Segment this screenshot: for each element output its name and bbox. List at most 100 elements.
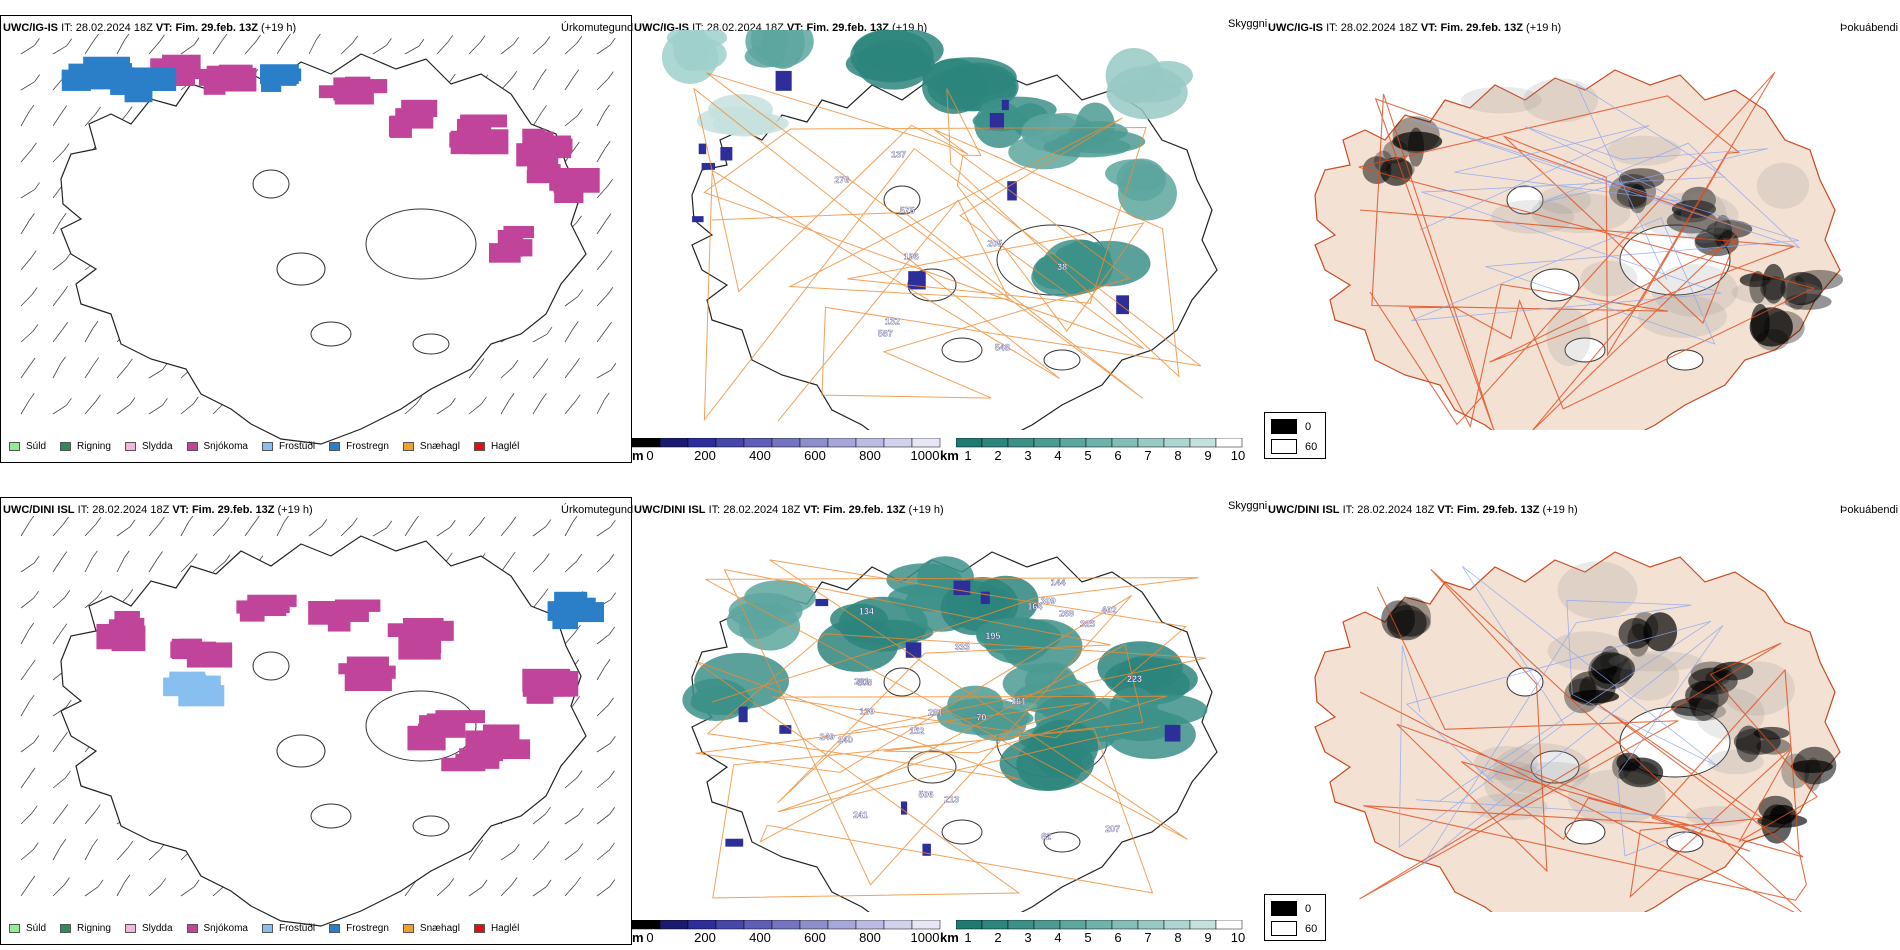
wind-barb [468,523,481,537]
low-visibility-cell [953,580,971,596]
wind-barb [564,850,579,861]
wind-barb [20,882,31,897]
wind-barb [84,401,96,415]
visibility-value-label: 333 [955,642,970,652]
fog-haze [1547,631,1629,671]
visibility-value-label: 249 [819,732,834,742]
wind-barb [84,40,95,55]
low-visibility-cell [725,838,744,847]
fog-haze [1756,162,1810,209]
precip-cell [314,608,358,621]
visibility-value-label: 506 [918,789,933,799]
fog-panel [1300,512,1900,912]
road-network [694,559,1206,899]
wind-barb [20,45,35,55]
fog-legend-item: 60 [1271,439,1317,454]
visibility-cell [744,580,816,615]
wind-barb [148,41,160,55]
colorbar-bin [771,438,801,448]
colorbar-tick-label: 6 [1114,930,1122,945]
colorbar-bin [855,438,885,448]
header-it-value: 28.02.2024 18Z [75,22,153,34]
legend-swatch [1271,901,1297,916]
fog-cell [1618,618,1653,649]
legend-swatch [124,924,136,933]
legend-label: Frostúði [278,923,316,934]
legend-swatch [1271,419,1297,434]
precip-cell [504,239,533,257]
legend-label: Frostúði [278,441,316,452]
wind-barb [564,328,574,343]
header-model: UWC/IG-IS [1268,22,1323,34]
visibility-value-label: 70 [976,713,986,723]
precip-legend-item: Snjókoma [186,441,248,452]
low-visibility-cell [698,143,707,155]
legend-label: Rigning [77,923,111,934]
wind-barb [20,597,34,609]
wind-barb [532,886,547,897]
wind-barb [404,522,415,537]
visibility-value-label: 325 [1080,619,1095,629]
fog-haze [1639,192,1739,239]
colorbar-bin [981,438,1009,448]
iceland-outline [60,535,587,927]
wind-barb [596,399,605,415]
legend-label: 0 [1305,420,1312,433]
visibility-value-label: 281 [854,676,869,686]
fog-cell [1761,804,1792,844]
fog-haze [1546,307,1591,367]
colorbar-tick-label: 8 [1174,930,1182,945]
fog-haze [1567,769,1666,825]
colorbar-bin [799,920,829,930]
precip-cell [469,129,509,155]
wind-barb [180,886,195,897]
wind-barb [564,814,579,825]
wind-barb [180,521,189,537]
legend-swatch [261,442,273,451]
fog-haze [1538,186,1592,215]
low-visibility-cell [701,162,716,170]
legend-label: Snjókoma [203,441,248,452]
header-it-value: 28.02.2024 18Z [92,504,170,516]
visibility-cell [1097,641,1183,694]
visibility-value-label: 134 [859,607,874,617]
wind-barb [532,526,547,537]
wind-barb [20,189,35,199]
wind-barb [596,78,609,91]
wind-barb [276,521,285,537]
fog-map [1314,551,1841,912]
header-lead: (+19 h) [1542,504,1578,516]
precip-cell [388,116,412,137]
fog-panel [1300,30,1900,430]
legend-swatch [124,442,136,451]
colorbar-tick-label: 800 [859,930,881,945]
precip-cell [455,753,500,769]
wind-barb [52,404,67,415]
wind-barb [596,526,611,537]
wind-barb [20,666,31,681]
legend-swatch [1271,921,1297,936]
colorbar-tick-label: 1 [964,930,972,945]
precip-legend-item: Súld [9,441,46,452]
visibility-value-label: 361 [1011,697,1026,707]
fog-haze [1651,264,1738,317]
precip-cell [398,635,441,660]
wind-barb [52,184,63,199]
colorbar-tick-label: 6 [1114,448,1122,463]
visibility-cell [856,39,931,90]
wind-barb [52,45,67,55]
colorbar-bin [883,438,913,448]
precip-cell [516,143,559,167]
legend-swatch [9,924,20,933]
wind-barb [532,813,546,825]
visibility-cell [971,709,1027,742]
colorbar-bin [1033,920,1061,930]
fog-cell [1735,725,1761,763]
wind-barb [596,220,607,235]
wind-barb [532,848,545,861]
wind-barb [84,524,97,537]
visibility-cell [1106,710,1196,759]
wind-barb [20,562,35,573]
fog-haze [1580,260,1638,297]
wind-barb [308,39,317,55]
